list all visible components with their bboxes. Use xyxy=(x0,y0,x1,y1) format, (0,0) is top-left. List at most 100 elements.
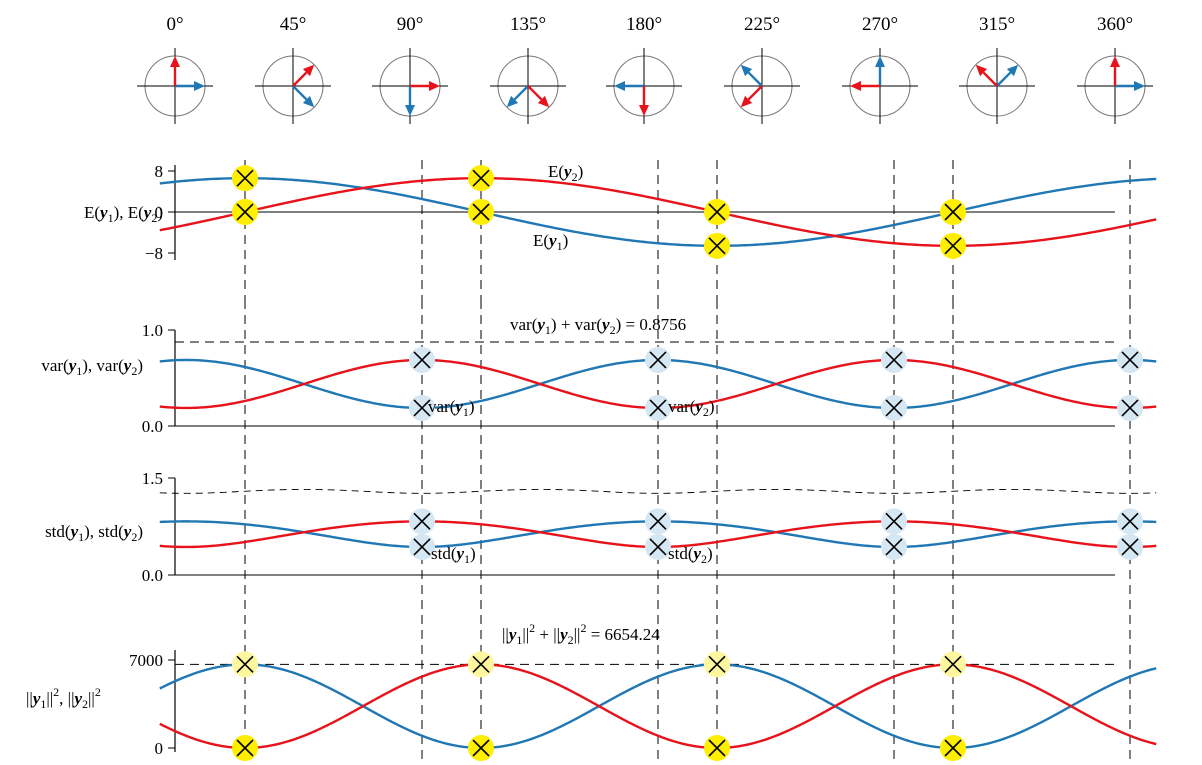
marker-cross xyxy=(885,399,903,417)
marker-cross xyxy=(708,203,726,221)
marker-std xyxy=(645,533,671,560)
marker-cross xyxy=(413,538,431,556)
arrow-y1-shaft xyxy=(292,85,308,101)
marker-cross xyxy=(1121,538,1139,556)
arrow-y1-head xyxy=(302,95,315,108)
rotation-angle-label: 270° xyxy=(862,14,898,35)
marker-expectation xyxy=(704,199,730,225)
marker-norm xyxy=(468,651,494,678)
arrow-y1-head xyxy=(740,64,753,77)
panel-expectation-markers xyxy=(232,165,966,259)
marker-cross xyxy=(236,655,254,673)
marker-norm xyxy=(468,735,494,761)
marker-variance xyxy=(645,394,671,421)
rotation-diagram-360: 360° xyxy=(1077,14,1153,124)
rotation-angle-label: 180° xyxy=(626,14,662,35)
rotation-diagram-270: 270° xyxy=(842,14,918,124)
arrow-y2-shaft xyxy=(982,71,998,87)
panel-variance-gridlines xyxy=(175,300,1131,450)
rotation-angle-label: 90° xyxy=(397,14,424,35)
marker-norm xyxy=(940,651,966,678)
marker-expectation xyxy=(468,199,494,225)
panel-variance-ylabel: var(y1), var(y2) xyxy=(41,356,143,378)
series-label-E-y1: E(y1) xyxy=(533,231,568,253)
panel-expectation-tick-label: −8 xyxy=(145,244,163,263)
panel-variance-markers xyxy=(409,346,1143,421)
marker-variance xyxy=(1117,346,1143,373)
rotation-diagrams: 0° 45° 90° 135° 180° 225° 270° 315° 360° xyxy=(137,14,1153,124)
panel-expectation-tick-label: 0 xyxy=(155,203,164,222)
panel-variance-annotation: var(y1) + var(y2) = 0.8756 xyxy=(510,315,686,337)
marker-cross xyxy=(944,655,962,673)
marker-cross xyxy=(236,203,254,221)
marker-cross xyxy=(708,739,726,757)
panel-variance-tick-label: 1.0 xyxy=(142,321,163,340)
marker-cross xyxy=(472,169,490,187)
panel-expectation: 8 0 −8 E(y1), E(y2) E(y2) E(y1) xyxy=(84,160,1157,300)
marker-cross xyxy=(1121,512,1139,530)
panel-expectation-ylabel: E(y1), E(y2) xyxy=(84,203,163,225)
arrow-y2-head xyxy=(170,56,180,67)
marker-cross xyxy=(649,512,667,530)
marker-std xyxy=(881,508,907,535)
marker-cross xyxy=(472,203,490,221)
panel-norm-ticks: 7000 0 xyxy=(129,651,175,758)
marker-std xyxy=(409,533,435,560)
panel-std-ticks: 1.5 0.0 xyxy=(142,469,175,585)
marker-norm xyxy=(232,651,258,678)
marker-cross xyxy=(885,351,903,369)
rotation-diagram-90: 90° xyxy=(372,14,448,124)
marker-cross xyxy=(944,739,962,757)
series-label-std-y2: std(y2) xyxy=(668,544,713,566)
marker-variance xyxy=(409,394,435,421)
series-norm-y1-line xyxy=(159,663,1157,750)
marker-norm xyxy=(704,651,730,678)
marker-norm xyxy=(704,735,730,761)
marker-std xyxy=(1117,508,1143,535)
marker-cross xyxy=(885,512,903,530)
arrow-y2-head xyxy=(975,64,988,77)
panel-norm: 7000 0 ||y1||2, ||y2||2 ||y1||2 + ||y2||2… xyxy=(26,600,1157,765)
marker-cross xyxy=(413,512,431,530)
arrow-y1-head xyxy=(614,81,625,91)
arrow-y2-shaft xyxy=(292,71,308,87)
series-E-y1-line xyxy=(159,176,1157,248)
marker-variance xyxy=(645,346,671,373)
panel-expectation-tick-label: 8 xyxy=(155,162,164,181)
marker-variance xyxy=(1117,394,1143,421)
marker-cross xyxy=(236,739,254,757)
arrow-y2-head xyxy=(537,95,550,108)
marker-expectation xyxy=(940,232,966,259)
panel-variance-tick-label: 0.0 xyxy=(142,417,163,436)
marker-variance xyxy=(409,346,435,373)
marker-norm xyxy=(232,735,258,761)
panel-std-markers xyxy=(409,508,1143,560)
marker-expectation xyxy=(940,199,966,225)
series-label-std-y1: std(y1) xyxy=(431,544,476,566)
arrow-y1-shaft xyxy=(747,71,763,87)
panel-std-ylabel: std(y1), std(y2) xyxy=(45,522,143,544)
panel-norm-annotation: ||y1||2 + ||y2||2 = 6654.24 xyxy=(502,621,660,647)
rotation-angle-label: 360° xyxy=(1097,14,1133,35)
arrow-y1-shaft xyxy=(513,85,529,101)
rotation-diagram-225: 225° xyxy=(724,14,800,124)
marker-variance xyxy=(881,394,907,421)
arrow-y1-head xyxy=(1134,81,1145,91)
panel-expectation-ticks: 8 0 −8 xyxy=(145,162,175,263)
arrow-y1-head xyxy=(1006,64,1019,77)
panel-norm-tick-label: 0 xyxy=(155,739,164,758)
rotation-diagram-315: 315° xyxy=(959,14,1035,124)
panel-std-tick-label: 0.0 xyxy=(142,566,163,585)
rotation-angle-label: 315° xyxy=(979,14,1015,35)
arrow-y1-head xyxy=(194,81,205,91)
marker-cross xyxy=(472,655,490,673)
arrow-y2-head xyxy=(1110,56,1120,67)
series-E-y2-line xyxy=(159,176,1157,248)
marker-cross xyxy=(413,351,431,369)
rotation-diagram-45: 45° xyxy=(255,14,331,124)
arrow-y2-head xyxy=(850,81,861,91)
series-norm-y2-line xyxy=(159,663,1157,750)
arrow-y2-head xyxy=(639,105,649,116)
rotation-diagram-0: 0° xyxy=(137,14,213,124)
